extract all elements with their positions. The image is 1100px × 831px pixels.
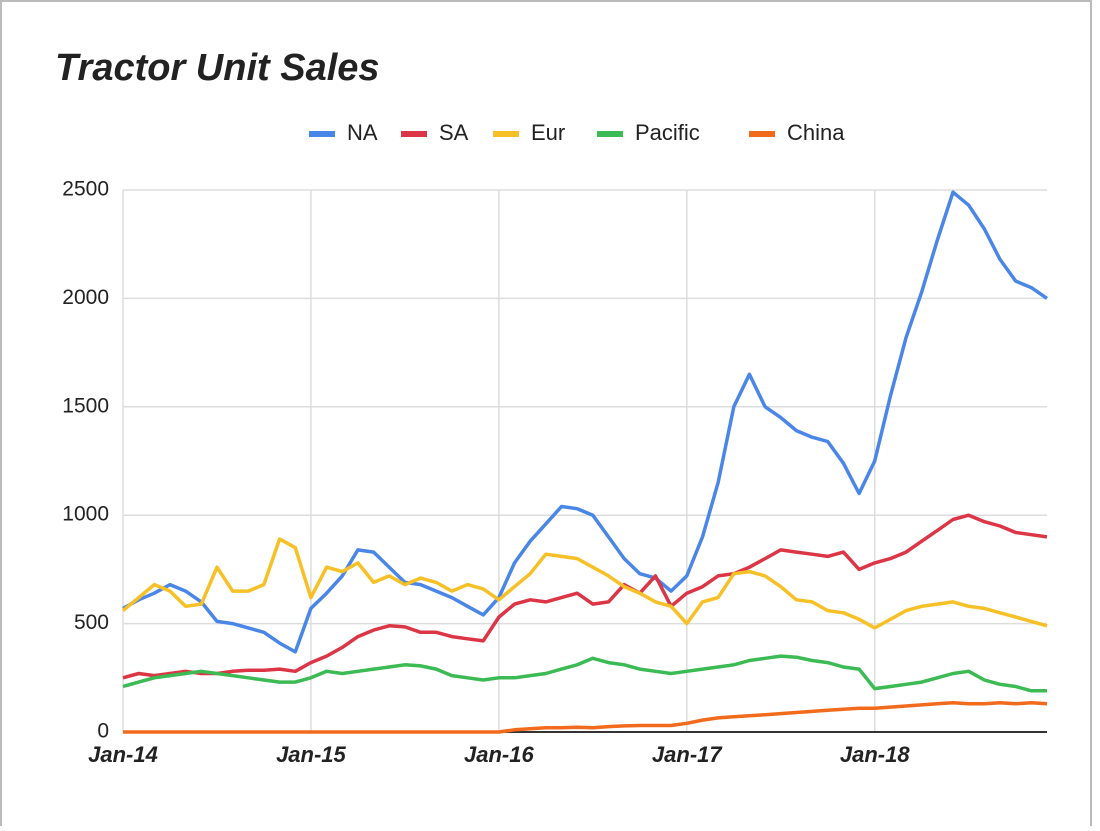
data-line bbox=[122, 513, 1048, 680]
y-tick-label: 2000 bbox=[62, 286, 109, 309]
legend-label: China bbox=[787, 120, 845, 145]
data-line bbox=[121, 537, 1048, 630]
x-tick-label: Jan-17 bbox=[652, 742, 723, 767]
legend-label: NA bbox=[347, 120, 378, 145]
y-tick-label: 0 bbox=[97, 720, 109, 743]
legend-label: Pacific bbox=[635, 120, 700, 145]
x-tick-label: Jan-18 bbox=[840, 742, 910, 767]
data-line bbox=[122, 654, 1047, 693]
legend-label: SA bbox=[439, 120, 469, 145]
legend-label: Eur bbox=[531, 120, 565, 145]
chart-title: Tractor Unit Sales bbox=[55, 47, 380, 89]
y-tick-label: 1500 bbox=[62, 394, 109, 417]
data-line bbox=[122, 190, 1048, 654]
x-tick-label: Jan-16 bbox=[464, 742, 534, 767]
y-tick-label: 500 bbox=[74, 611, 109, 634]
data-line bbox=[123, 700, 1048, 734]
y-tick-label: 2500 bbox=[62, 178, 109, 201]
x-tick-label: Jan-14 bbox=[88, 742, 158, 767]
x-tick-label: Jan-15 bbox=[276, 742, 346, 767]
y-tick-label: 1000 bbox=[62, 503, 109, 526]
